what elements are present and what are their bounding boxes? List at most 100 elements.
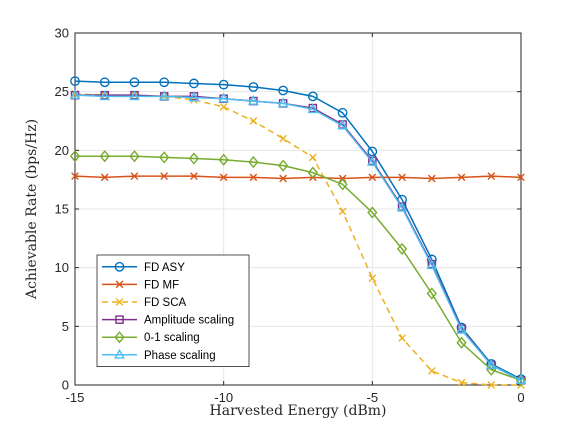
data-point [338,207,347,216]
x-tick-label: 0 [517,390,524,405]
data-point [427,367,436,375]
legend-marker [115,315,124,324]
data-point [159,151,170,164]
legend-marker [115,280,124,289]
data-point [457,173,466,182]
y-tick-label: 10 [55,260,69,275]
data-point [248,94,259,105]
data-point [278,85,289,96]
data-point [159,77,170,88]
legend-item: Amplitude scaling [102,315,234,327]
data-point [277,97,289,108]
data-point [309,153,317,162]
data-point [219,103,228,111]
data-point [427,174,436,183]
series-line [75,155,522,382]
legend-item: 0-1 scaling [102,331,200,344]
data-point [99,150,110,163]
data-point [337,178,348,191]
axis-ticks: -15 -10 -5 0 0 5 10 15 20 25 30 [55,26,525,406]
legend-item: FD MF [102,279,179,291]
x-axis-label: Harvested Energy (dBm) [210,403,387,419]
series-line [74,94,522,381]
legend-label: FD ASY [144,262,185,274]
data-point [426,287,437,300]
data-point [190,172,198,181]
x-tick-label: -15 [66,390,85,405]
legend-item: FD SCA [102,297,187,309]
data-point [278,159,289,172]
y-tick-label: 0 [62,378,69,393]
data-point [249,117,258,125]
data-point [337,107,348,118]
legend-label: FD MF [144,279,179,291]
data-point [129,150,140,163]
data-point [515,374,527,385]
data-point [218,79,229,90]
legend-marker [114,261,125,272]
series-2 [71,172,525,183]
series-6 [69,89,527,385]
data-point [487,172,496,181]
data-point [99,90,111,101]
series-group [69,76,527,389]
data-point [517,173,525,182]
y-tick-label: 5 [62,319,69,334]
data-point [457,378,466,387]
data-point [99,77,110,88]
data-point [396,201,408,212]
legend-box [96,254,250,367]
series-line [74,175,522,180]
y-tick-label: 30 [55,26,69,41]
data-point [337,119,348,130]
data-point [218,153,229,166]
legend-item: FD ASY [102,262,185,274]
data-point [69,89,81,100]
data-point [129,90,140,101]
data-point [218,92,230,103]
legend-label: 0-1 scaling [144,332,200,344]
legend-marker [114,348,125,359]
y-axis-label: Achievable Rate (bps/Hz) [24,119,40,300]
data-point [398,334,406,342]
data-point [69,150,81,163]
data-point [366,155,378,166]
y-tick-label: 15 [55,202,69,217]
data-point [456,336,467,349]
data-point [396,242,408,256]
data-point [307,166,318,179]
data-point [367,146,378,157]
y-tick-label: 20 [55,143,69,158]
data-point [71,172,79,181]
data-point [307,91,318,102]
x-tick-label: -5 [367,390,379,405]
legend-label: FD SCA [144,297,187,309]
legend-item: Phase scaling [102,348,216,362]
data-point [307,103,319,114]
data-point [368,274,377,283]
legend-marker [115,298,124,306]
data-point [368,173,377,182]
data-point [129,77,140,88]
data-point [398,173,406,182]
legend: FD ASY FD MF FD SCA Amplitude scaling 0-1 sc… [96,254,250,367]
y-tick-label: 25 [55,84,69,99]
data-point [456,323,467,334]
data-point [367,206,378,219]
data-point [248,82,259,92]
data-point [248,155,259,169]
data-point [219,173,228,182]
data-point [100,173,109,182]
legend-marker [114,331,125,344]
data-point [279,174,287,183]
legend-label: Phase scaling [144,350,216,362]
legend-label: Amplitude scaling [144,315,234,327]
data-point [188,91,200,102]
data-point [189,78,199,89]
data-point [279,134,287,143]
data-point [188,152,200,165]
data-point [249,173,258,182]
data-point [426,259,438,270]
x-tick-label: -10 [214,390,233,405]
